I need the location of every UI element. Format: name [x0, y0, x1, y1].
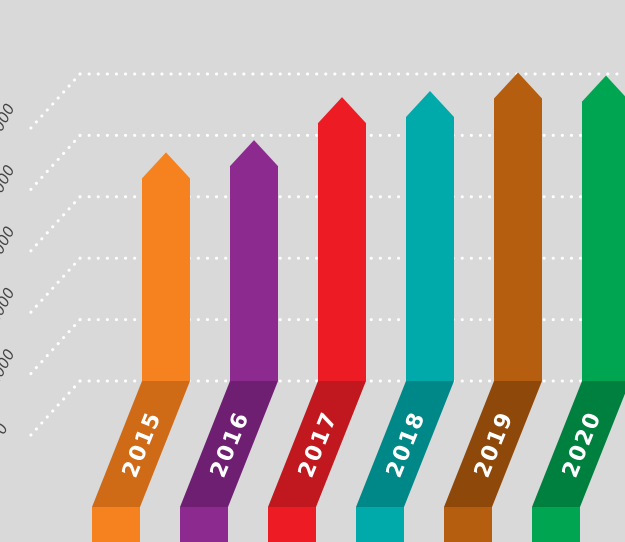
bar-base	[356, 507, 404, 542]
bar-2017: 2017	[268, 97, 366, 542]
bar-base	[268, 507, 316, 542]
bar-arrow	[406, 90, 454, 381]
bar-arrow	[230, 140, 278, 381]
bar-ribbon	[92, 381, 190, 507]
bar-2018: 2018	[356, 90, 454, 542]
bar-ribbon	[180, 381, 278, 507]
bar-arrow	[494, 72, 542, 381]
bar-arrow	[142, 152, 190, 381]
bars: 2015 2016 2017 2018 2019 2020	[92, 72, 625, 542]
bar-2016: 2016	[180, 140, 278, 542]
bar-ribbon	[356, 381, 454, 507]
bar-arrow	[318, 97, 366, 382]
bar-ribbon	[444, 381, 542, 507]
bar-ribbon	[268, 381, 366, 507]
bar-base	[92, 507, 140, 542]
bar-2019: 2019	[444, 72, 542, 542]
bar-2020: 2020	[532, 75, 625, 542]
y-tick-label: 0	[0, 420, 12, 437]
bar-2015: 2015	[92, 152, 190, 542]
bar-base	[532, 507, 580, 542]
bar-base	[180, 507, 228, 542]
bar-ribbon	[532, 381, 625, 507]
bar-arrow	[582, 75, 625, 381]
bar-base	[444, 507, 492, 542]
